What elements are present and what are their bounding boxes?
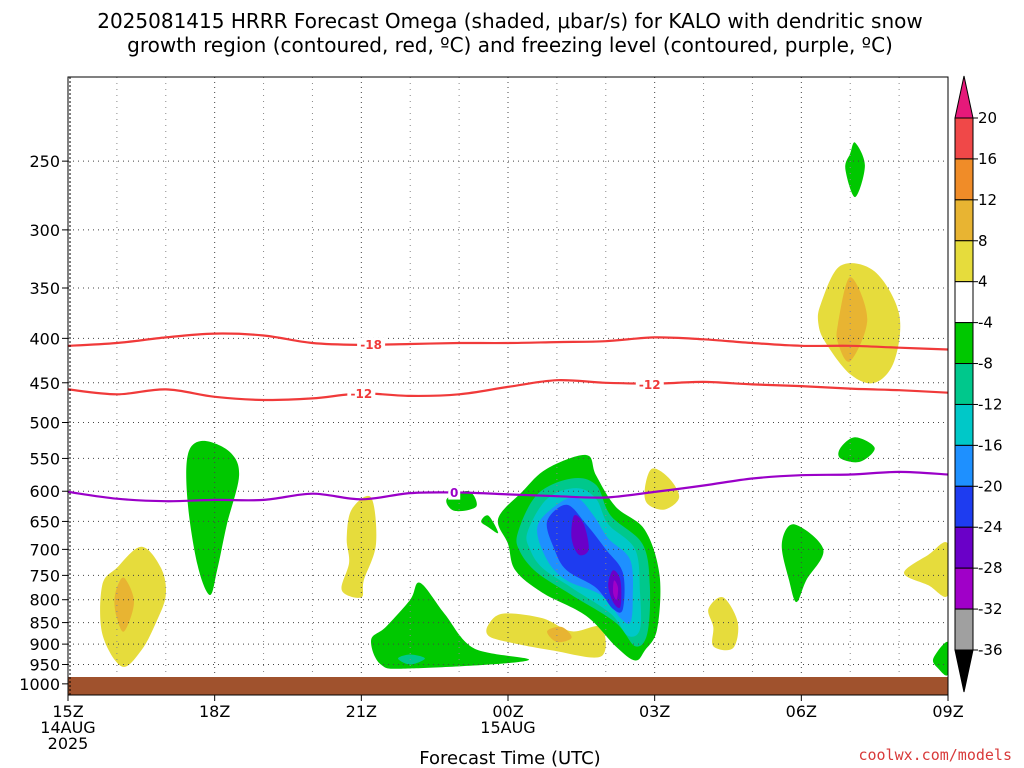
dgz-contour	[68, 332, 948, 351]
y-tick-label: 950	[29, 656, 60, 675]
colorbar-band	[954, 444, 974, 487]
omega-region	[481, 515, 499, 534]
y-tick-label: 400	[29, 329, 60, 348]
colorbar-band	[954, 281, 974, 324]
omega-region	[571, 515, 589, 556]
omega-region	[904, 542, 948, 597]
chart-title-line2: growth region (contoured, red, ºC) and f…	[127, 33, 893, 57]
colorbar-label: -24	[978, 518, 1003, 536]
omega-region	[547, 626, 572, 643]
omega-region	[932, 641, 948, 676]
colorbar-label: -8	[978, 355, 993, 373]
x-tick-label: 15Z	[52, 702, 83, 721]
x-tick-label: 00Z	[492, 702, 523, 721]
y-tick-label: 500	[29, 413, 60, 432]
colorbar-top-arrow	[954, 75, 974, 119]
colorbar: 20 16 12 8 4 -4 -8 -12 -16 -20 -24 -28 -32 -36	[954, 75, 1003, 693]
y-tick-label: 750	[29, 566, 60, 585]
colorbar-band	[954, 608, 974, 651]
credit-text: coolwx.com/models	[858, 746, 1012, 764]
colorbar-band	[954, 240, 974, 283]
x-tick-label: 14AUG	[40, 718, 95, 737]
y-tick-label: 450	[29, 374, 60, 393]
chart-title-line1: 2025081415 HRRR Forecast Omega (shaded, …	[97, 9, 923, 33]
omega-region	[186, 440, 240, 596]
x-axis-title: Forecast Time (UTC)	[419, 748, 600, 768]
y-tick-label: 350	[29, 279, 60, 298]
colorbar-band	[954, 567, 974, 610]
contour-label: -12	[639, 378, 661, 392]
colorbar-label: 4	[978, 273, 988, 291]
contour-label: -12	[350, 387, 372, 401]
surface-fill	[68, 677, 948, 695]
omega-region	[708, 597, 739, 651]
y-tick-label: 300	[29, 221, 60, 240]
x-tick-label: 2025	[48, 734, 89, 753]
dgz-contour	[68, 379, 948, 402]
colorbar-band	[954, 485, 974, 528]
omega-region	[398, 654, 425, 665]
contour-label: 0	[450, 486, 458, 500]
y-tick-label: 600	[29, 482, 60, 501]
y-tick-label: 1000	[19, 675, 60, 694]
colorbar-label: -36	[978, 641, 1003, 659]
y-tick-label: 250	[29, 152, 60, 171]
contour-label: -18	[360, 338, 382, 352]
colorbar-band	[954, 199, 974, 242]
colorbar-band	[954, 158, 974, 201]
omega-region	[644, 468, 680, 510]
y-tick-label: 650	[29, 512, 60, 531]
colorbar-label: 16	[978, 150, 997, 168]
contour-label-bg	[357, 337, 386, 352]
contour-label-bg	[635, 377, 664, 392]
y-tick-label: 700	[29, 540, 60, 559]
omega-region	[341, 495, 377, 598]
x-tick-label: 21Z	[346, 702, 377, 721]
omega-region	[845, 142, 865, 198]
omega-shading	[100, 142, 948, 676]
y-tick-label: 800	[29, 591, 60, 610]
colorbar-band	[954, 322, 974, 365]
y-tick-label: 900	[29, 635, 60, 654]
colorbar-label: -4	[978, 314, 993, 332]
omega-region	[836, 277, 868, 362]
colorbar-band	[954, 363, 974, 405]
colorbar-label: -28	[978, 559, 1003, 577]
contours	[68, 332, 948, 503]
plot-area: -18 -12 -12 0 250 300 350 400 450 500 550 600 650 700…	[19, 76, 964, 753]
y-tick-label: 550	[29, 449, 60, 468]
colorbar-label: 20	[978, 109, 997, 127]
colorbar-label: -32	[978, 600, 1003, 618]
colorbar-bottom-arrow	[954, 649, 974, 693]
colorbar-band	[954, 117, 974, 160]
colorbar-label: -20	[978, 477, 1003, 495]
x-tick-label: 09Z	[932, 702, 963, 721]
colorbar-label: -16	[978, 436, 1003, 454]
omega-region	[612, 580, 619, 600]
colorbar-band	[954, 526, 974, 569]
x-tick-label: 15AUG	[480, 718, 535, 737]
colorbar-band	[954, 403, 974, 446]
colorbar-label: 8	[978, 232, 988, 250]
omega-region	[114, 577, 134, 632]
x-tick-label: 18Z	[199, 702, 230, 721]
colorbar-label: -12	[978, 395, 1003, 413]
contour-label-bg	[448, 485, 461, 500]
omega-region	[486, 613, 606, 658]
omega-region	[546, 504, 625, 613]
freezing-level-contour	[68, 470, 948, 503]
y-tick-label: 850	[29, 614, 60, 633]
x-tick-label: 06Z	[786, 702, 817, 721]
contour-label-bg	[347, 386, 376, 401]
colorbar-label: 12	[978, 191, 997, 209]
omega-region	[838, 437, 875, 463]
omega-region	[781, 524, 824, 603]
x-tick-label: 03Z	[639, 702, 670, 721]
